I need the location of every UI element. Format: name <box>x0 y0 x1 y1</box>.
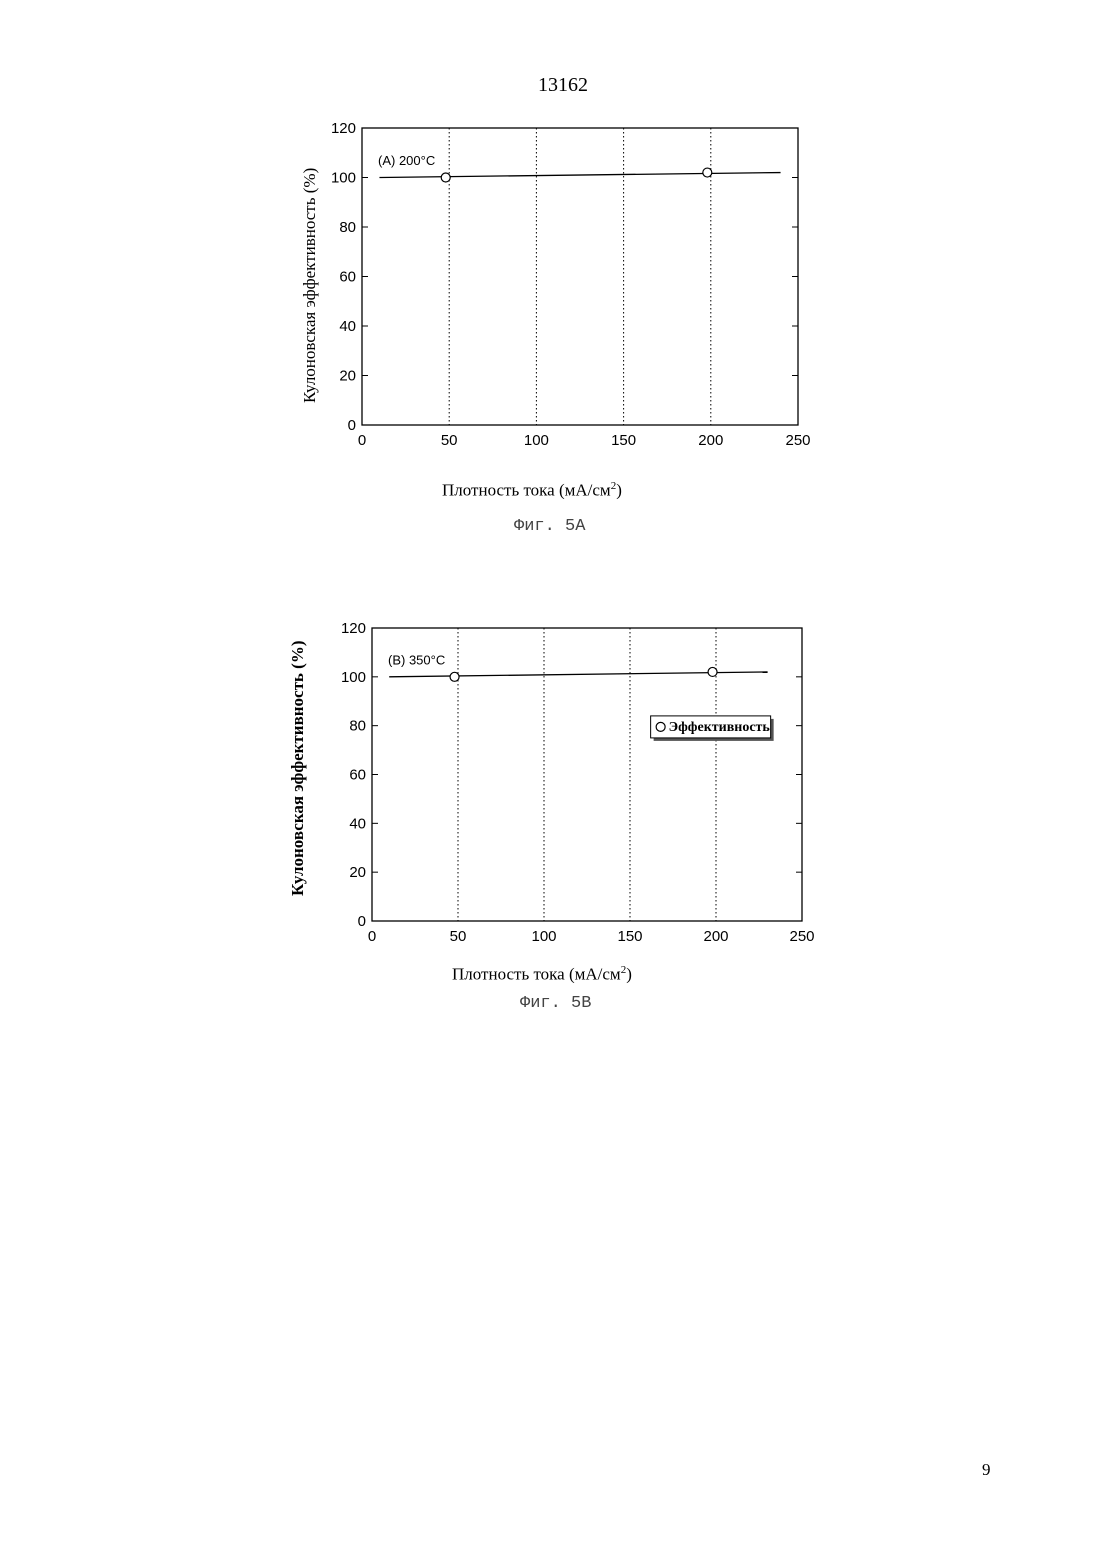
x-tick-label: 250 <box>789 928 814 945</box>
x-axis-label-end: ) <box>626 965 632 984</box>
data-point <box>708 667 717 676</box>
y-axis-label: Кулоновская эффективность (%) <box>300 168 320 403</box>
x-axis-label-text: Плотность тока (мА/см <box>452 965 621 984</box>
figure-5b: 0 20 40 60 80 100 120 0 50 100 150 200 250 (B) 350°C Э… <box>270 590 850 1030</box>
y-tick-label: 100 <box>341 669 366 686</box>
x-tick-label: 200 <box>698 432 723 449</box>
x-tick-label: 100 <box>531 928 556 945</box>
y-axis-label-text: Кулоновская эффективность (%) <box>300 168 319 403</box>
document-number: 13162 <box>0 74 1100 97</box>
y-tick-label: 60 <box>339 269 356 286</box>
page-number: 9 <box>982 1460 991 1480</box>
figure-caption: Фиг. 5А <box>514 517 585 536</box>
x-axis-label-text: Плотность тока (мА/см <box>442 481 611 500</box>
y-tick-label: 0 <box>348 417 356 434</box>
data-point <box>450 672 459 681</box>
x-tick-label: 0 <box>368 928 376 945</box>
x-tick-label: 50 <box>450 928 467 945</box>
chart-5a: 0 20 40 60 80 100 120 0 50 100 150 200 250 (A) 200°C <box>280 100 840 500</box>
legend-marker <box>656 722 665 731</box>
figure-5a: 020406080100120050100150200250(A) 200°C … <box>280 100 840 550</box>
figure-caption: Фиг. 5В <box>520 994 591 1013</box>
series-annotation: (A) 200°C <box>378 153 435 168</box>
series-annotation: (B) 350°C <box>388 653 445 668</box>
y-tick-label: 100 <box>331 170 356 187</box>
x-tick-label: 150 <box>617 928 642 945</box>
chart-5b: 0 20 40 60 80 100 120 0 50 100 150 200 250 (B) 350°C Э… <box>270 590 850 970</box>
y-axis-label-text: Кулоновская эффективность (%) <box>288 641 307 897</box>
y-tick-label: 120 <box>341 620 366 637</box>
x-axis-label-end: ) <box>616 481 622 500</box>
x-tick-label: 250 <box>785 432 810 449</box>
data-point <box>441 173 450 182</box>
x-tick-label: 200 <box>703 928 728 945</box>
y-tick-label: 20 <box>339 368 356 385</box>
series-line <box>379 173 780 178</box>
y-tick-label: 80 <box>339 219 356 236</box>
y-tick-label: 120 <box>331 120 356 137</box>
y-tick-label: 20 <box>349 864 366 881</box>
x-tick-label: 150 <box>611 432 636 449</box>
data-point <box>703 168 712 177</box>
y-tick-label: 80 <box>349 718 366 735</box>
x-axis-label: Плотность тока (мА/см2) <box>442 480 622 501</box>
y-axis-label: Кулоновская эффективность (%) <box>288 641 308 897</box>
y-tick-label: 60 <box>349 767 366 784</box>
y-tick-label: 40 <box>339 318 356 335</box>
y-tick-label: 0 <box>358 913 366 930</box>
y-tick-label: 40 <box>349 815 366 832</box>
legend-label: Эффективность <box>669 720 771 735</box>
x-tick-label: 0 <box>358 432 366 449</box>
x-tick-label: 100 <box>524 432 549 449</box>
x-axis-label: Плотность тока (мА/см2) <box>452 964 632 985</box>
x-tick-label: 50 <box>441 432 458 449</box>
